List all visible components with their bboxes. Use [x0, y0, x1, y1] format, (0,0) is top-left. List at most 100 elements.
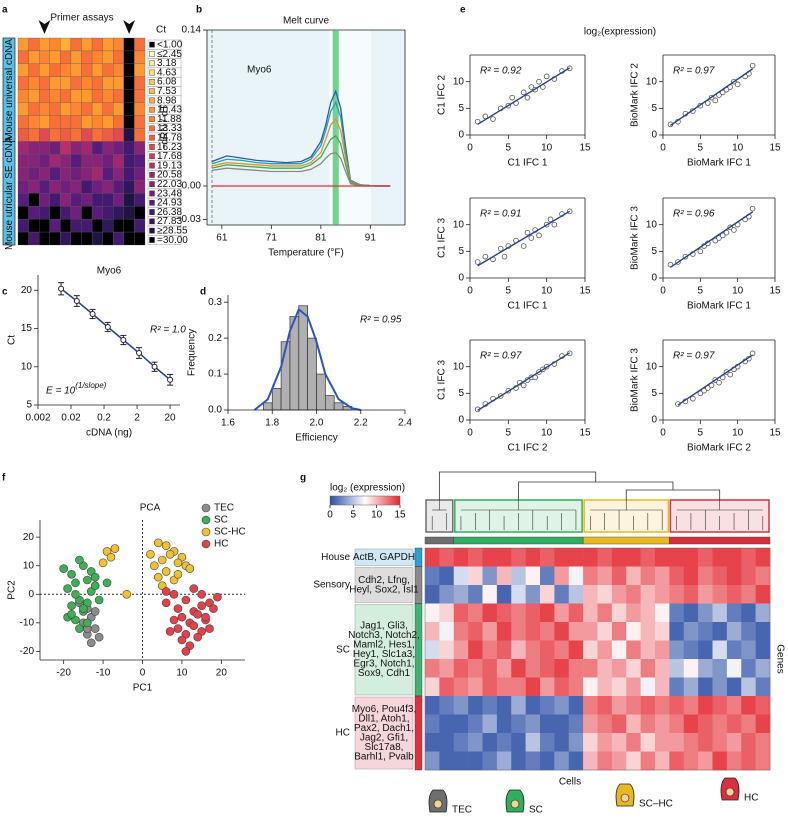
heatmap-cell [669, 714, 685, 734]
heatmap-cell [123, 141, 135, 155]
heatmap-cell [468, 640, 483, 660]
heatmap-cell [540, 585, 555, 604]
heatmap-cell [726, 566, 742, 586]
heatmap-cell [70, 76, 82, 90]
heatmap-cell [39, 128, 50, 142]
data-point [110, 544, 120, 553]
heatmap-cell [683, 733, 699, 752]
x-tick-label: 10 [176, 668, 188, 679]
legend-label: <1.00 [157, 40, 183, 51]
heatmap-cell [123, 89, 135, 103]
heatmap-cell [134, 89, 146, 103]
y-tick-label: 10 [646, 219, 658, 230]
row-group-label: Mouse universal cDNA [4, 39, 15, 141]
heatmap-cell [81, 206, 93, 220]
heatmap-cell [81, 102, 93, 116]
data-point [749, 205, 756, 212]
heatmap-cell [525, 585, 541, 604]
heatmap-cell [81, 50, 93, 65]
heatmap-cell [741, 659, 756, 678]
annotation: R² = 0.95 [360, 315, 402, 326]
legend-swatch [149, 181, 155, 188]
legend-swatch [149, 171, 155, 178]
heatmap-cell [611, 751, 627, 771]
heatmap-cell [123, 167, 135, 181]
legend-entry-box [147, 235, 182, 245]
heatmap-cell [554, 603, 570, 623]
legend-label: 13.33 [157, 123, 182, 134]
heatmap-cell [482, 659, 498, 678]
data-point [201, 612, 210, 622]
legend-label: 26.38 [157, 207, 182, 218]
heatmap-frame [424, 547, 771, 771]
data-point [520, 382, 527, 389]
heatmap-cell [726, 696, 742, 715]
fit-line [477, 67, 571, 125]
heatmap-cell [554, 751, 570, 771]
x-tick-label: 15 [579, 143, 591, 154]
heatmap-cell [583, 566, 598, 586]
x-tick-label: 2.4 [398, 418, 412, 429]
chart-title: Myo6 [97, 266, 122, 277]
heatmap-cell [17, 50, 29, 65]
heatmap-cell [102, 50, 114, 65]
legend-label: 11.88 [157, 114, 182, 125]
legend-marker [201, 515, 211, 525]
gene-names: Sox9, Cdh1 [358, 668, 411, 679]
heatmap-cell [70, 37, 82, 52]
y-tick-label: 0.0 [208, 405, 222, 416]
heatmap-cell [102, 89, 114, 103]
heatmap-cell [453, 696, 469, 715]
gene-names: ActB, GAPDH [353, 552, 415, 563]
heatmap-cell [741, 548, 756, 567]
heatmap-cell [554, 640, 570, 660]
legend-label: 27.83 [157, 216, 182, 227]
heatmap-cell [597, 659, 613, 678]
data-point [181, 595, 191, 605]
x-tick-label: 10 [732, 143, 744, 154]
heatmap-cell [113, 50, 124, 65]
y-tick-label: 10 [453, 76, 465, 87]
heatmap-cell [726, 677, 742, 697]
heatmap-cell [49, 63, 61, 77]
heatmap-cell [134, 115, 146, 129]
heatmap-cell [39, 218, 50, 233]
heatmap-cell [70, 89, 82, 103]
legend-swatch [149, 209, 155, 215]
data-point [704, 100, 711, 106]
heatmap-cell [123, 218, 135, 233]
heatmap-cell [113, 167, 124, 181]
heatmap-cell [60, 115, 72, 129]
heatmap-cell [134, 154, 146, 168]
x-tick-label: 5 [698, 143, 704, 154]
data-point [528, 84, 535, 90]
legend-label: SC [214, 515, 228, 526]
data-point [153, 572, 163, 582]
annotation: R² = 0.97 [673, 66, 715, 77]
heatmap-cell [60, 141, 72, 155]
heatmap-cell [626, 548, 641, 567]
annotation: Myo6 [247, 65, 272, 76]
heatmap-cell [468, 677, 483, 697]
heatmap-cell [17, 193, 29, 207]
heatmap-cell [17, 218, 29, 233]
heatmap-cell [17, 89, 29, 103]
cell-type-label: SC–HC [639, 799, 673, 810]
heatmap-cell [439, 714, 455, 734]
heatmap-cell [611, 677, 627, 697]
heatmap-cell [698, 696, 713, 715]
colorbar-tick-label: 15 [394, 510, 406, 521]
data-point [197, 601, 206, 611]
heatmap-cell [568, 696, 584, 715]
heatmap-cell [425, 603, 440, 623]
data-point [719, 232, 726, 239]
heatmap-cell [640, 603, 656, 623]
data-point [169, 589, 179, 599]
heatmap-cell [70, 231, 82, 246]
heatmap-cell [597, 733, 613, 752]
data-point [209, 604, 218, 613]
heatmap-cell [626, 714, 641, 734]
row-group-label: Mouse utricular SE cDNA [4, 136, 15, 250]
melt-curve [211, 151, 391, 187]
heatmap-cell [698, 585, 713, 604]
